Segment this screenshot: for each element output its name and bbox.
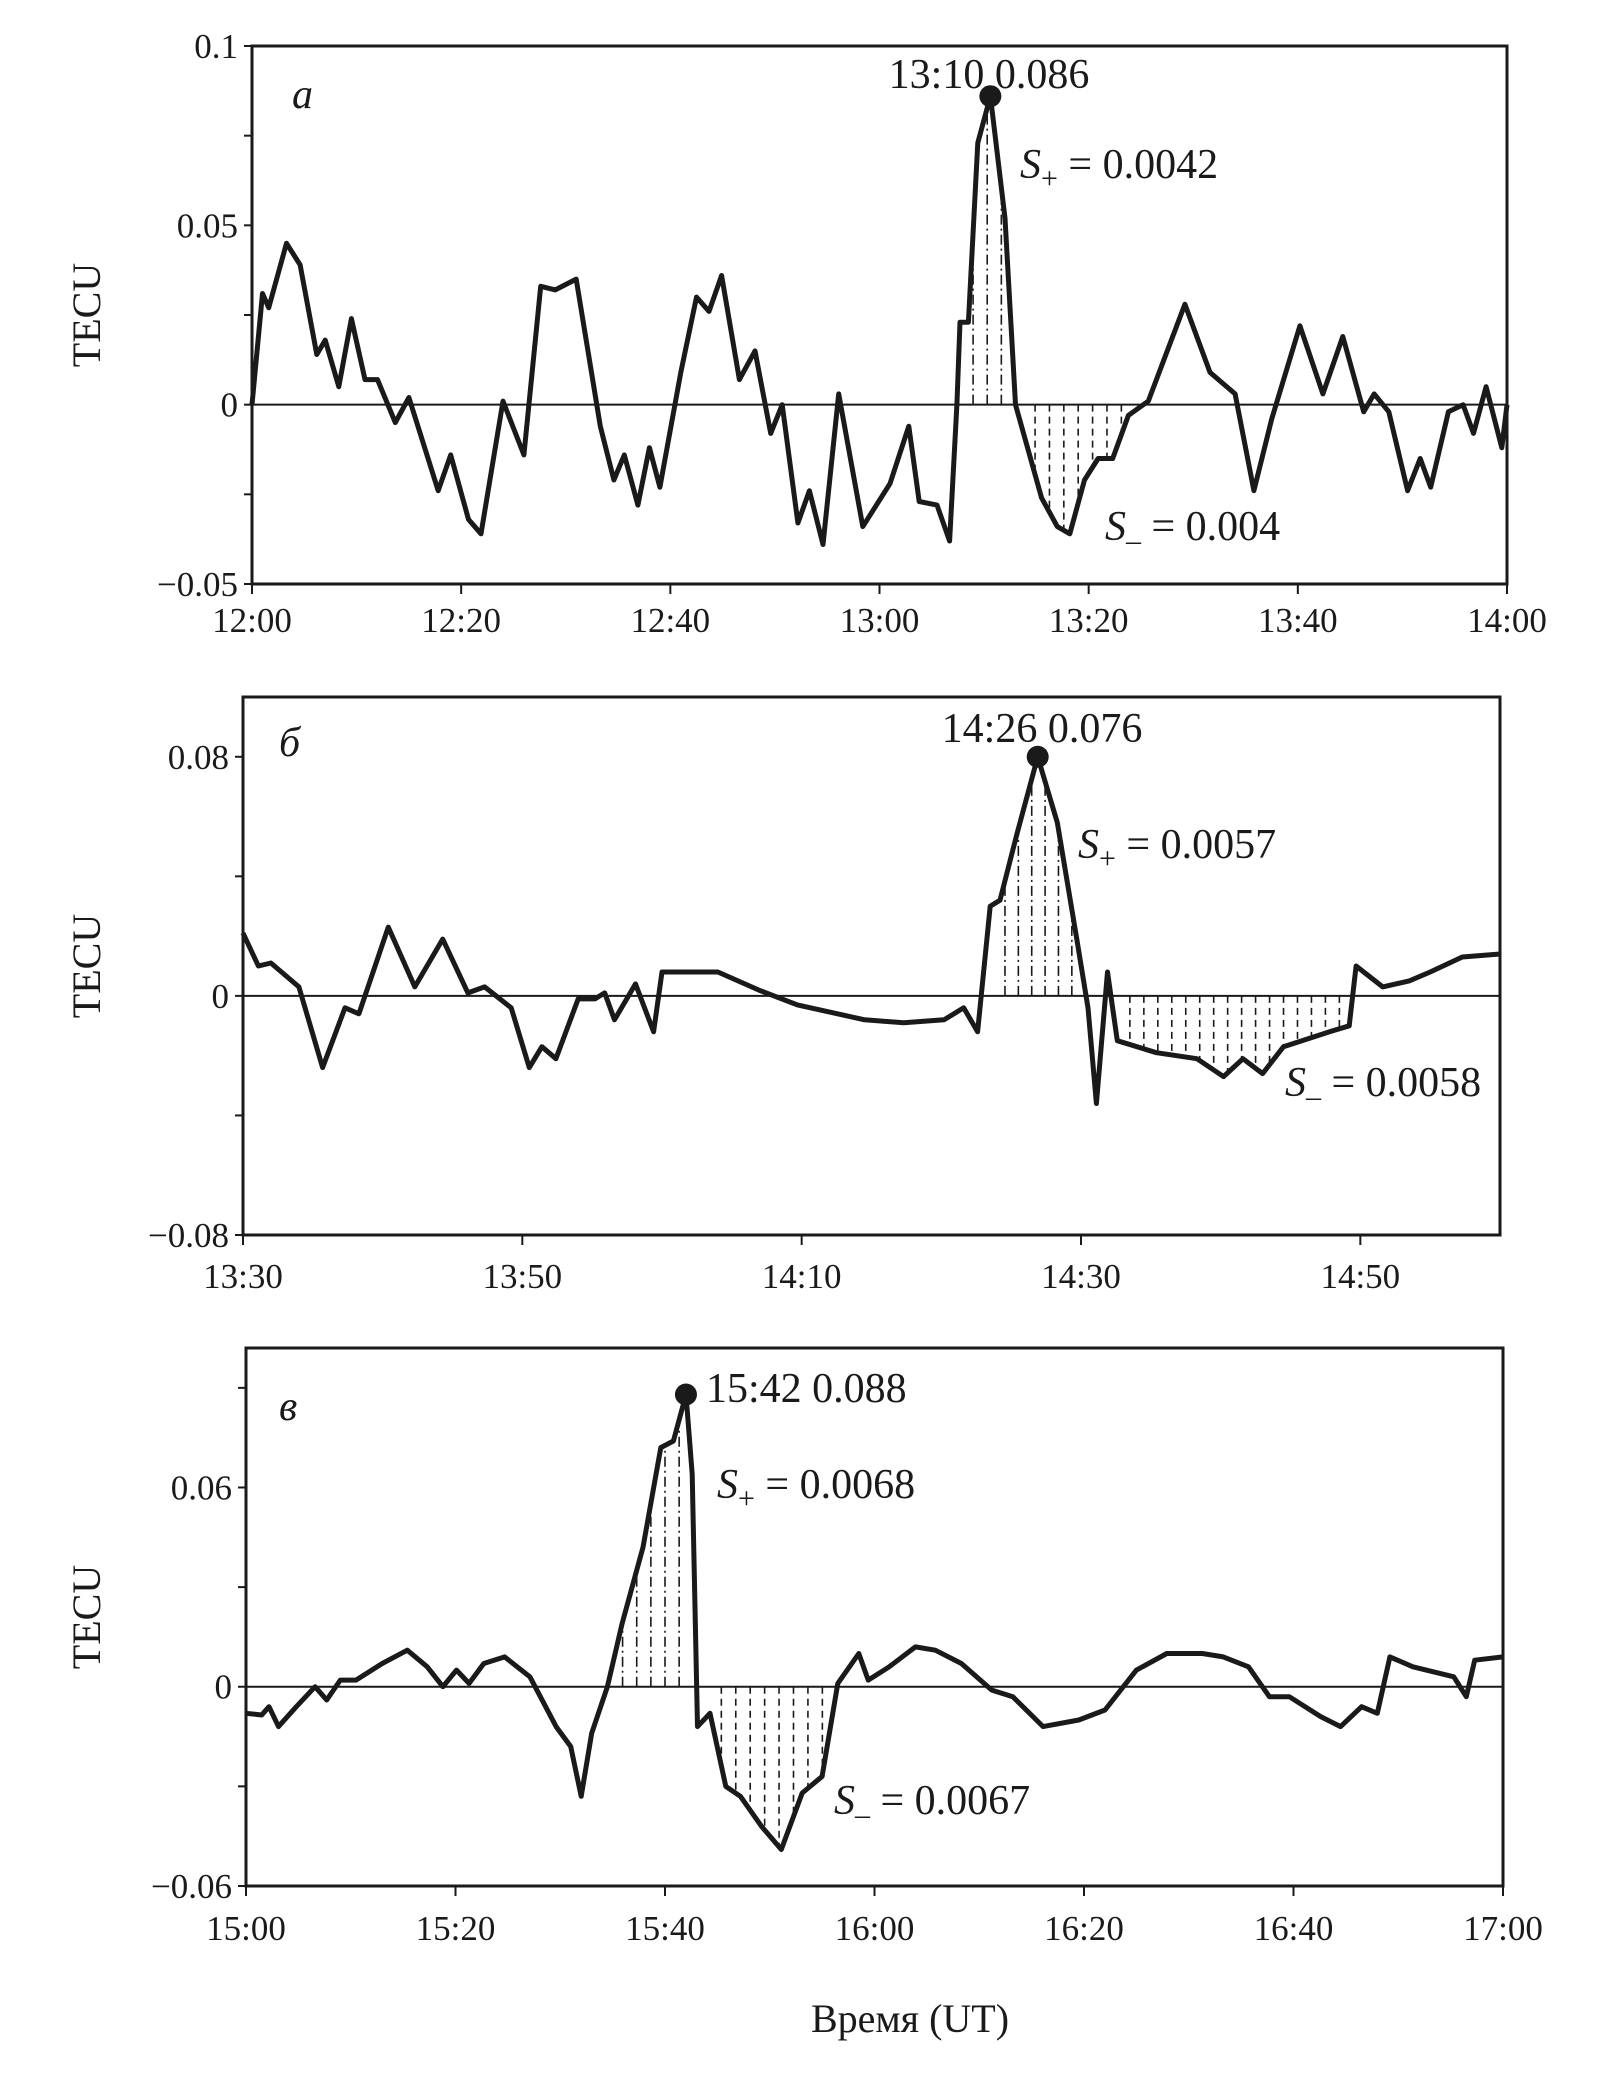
x-tick-label: 16:40 <box>1254 1909 1334 1948</box>
s-subscript: + <box>1041 162 1058 195</box>
s-symbol: S <box>1285 1060 1306 1106</box>
s-symbol: S <box>1105 504 1126 550</box>
y-tick-label: 0 <box>212 977 230 1016</box>
s-minus-label: S– = 0.004 <box>1105 504 1280 557</box>
s-value: = 0.0068 <box>755 1462 915 1508</box>
s-subscript: + <box>738 1482 755 1515</box>
s-value: = 0.0057 <box>1116 822 1276 868</box>
y-tick-label: 0 <box>215 1668 233 1707</box>
peak-label: 15:42 0.088 <box>706 1366 907 1412</box>
x-tick-label: 16:00 <box>835 1909 915 1948</box>
y-tick-label: −0.08 <box>148 1216 229 1255</box>
s-symbol: S <box>717 1462 738 1508</box>
peak-marker <box>674 1383 697 1406</box>
x-tick-label: 16:20 <box>1044 1909 1124 1948</box>
s-plus-label: S+ = 0.0068 <box>717 1462 915 1515</box>
y-tick-label: −0.05 <box>157 565 238 604</box>
x-tick-label: 15:20 <box>416 1909 496 1948</box>
y-tick-label: 0.05 <box>177 206 238 245</box>
s-plus-label: S+ = 0.0042 <box>1020 142 1218 195</box>
s-subscript: – <box>1125 524 1142 557</box>
s-value: = 0.0042 <box>1058 142 1218 188</box>
x-tick-label: 13:30 <box>203 1257 283 1296</box>
peak-label: 14:26 0.076 <box>942 706 1143 752</box>
x-tick-label: 13:40 <box>1258 601 1338 640</box>
x-tick-label: 12:20 <box>421 601 501 640</box>
s-symbol: S <box>1078 822 1099 868</box>
tec-series-line <box>249 93 1510 547</box>
y-axis-title: TECU <box>64 914 109 1019</box>
y-tick-label: 0 <box>221 386 239 425</box>
x-tick-label: 12:40 <box>630 601 710 640</box>
tec-series-line <box>245 1392 1504 1852</box>
x-axis-title: Время (UT) <box>811 1996 1009 2041</box>
s-symbol: S <box>834 1778 855 1824</box>
y-tick-label: −0.06 <box>151 1867 232 1906</box>
s-minus-label: S– = 0.0067 <box>834 1778 1030 1831</box>
plot-frame <box>241 695 1502 1237</box>
s-plus-label: S+ = 0.0057 <box>1078 822 1276 875</box>
s-minus-label: S– = 0.0058 <box>1285 1060 1481 1113</box>
s-subscript: + <box>1099 842 1116 875</box>
s-subscript: – <box>1305 1080 1322 1113</box>
x-tick-label: 14:30 <box>1041 1257 1121 1296</box>
panel-letter: в <box>279 1384 297 1430</box>
s-value: = 0.004 <box>1141 504 1280 550</box>
panel-letter: а <box>292 72 313 118</box>
x-tick-label: 17:00 <box>1463 1909 1543 1948</box>
s-symbol: S <box>1020 142 1041 188</box>
x-tick-label: 14:10 <box>762 1257 842 1296</box>
peak-marker <box>979 85 1002 108</box>
y-axis-title: TECU <box>64 263 109 368</box>
y-tick-label: 0.08 <box>168 738 229 777</box>
y-tick-label: 0.1 <box>194 27 238 66</box>
x-tick-label: 14:00 <box>1467 601 1547 640</box>
x-tick-label: 13:20 <box>1049 601 1129 640</box>
y-tick-label: 0.06 <box>171 1468 232 1507</box>
peak-marker <box>1026 745 1049 768</box>
x-tick-label: 13:50 <box>482 1257 562 1296</box>
s-subscript: – <box>854 1798 871 1831</box>
s-value: = 0.0058 <box>1321 1060 1481 1106</box>
x-tick-label: 14:50 <box>1320 1257 1400 1296</box>
x-tick-label: 15:40 <box>625 1909 705 1948</box>
x-tick-label: 12:00 <box>212 601 292 640</box>
peak-label: 13:10 0.086 <box>889 52 1090 98</box>
panel-letter: б <box>279 720 302 766</box>
y-axis-title: TECU <box>64 1565 109 1670</box>
s-value: = 0.0067 <box>870 1778 1030 1824</box>
x-tick-label: 15:00 <box>206 1909 286 1948</box>
tec-series-line <box>240 754 1501 1106</box>
x-tick-label: 13:00 <box>840 601 920 640</box>
